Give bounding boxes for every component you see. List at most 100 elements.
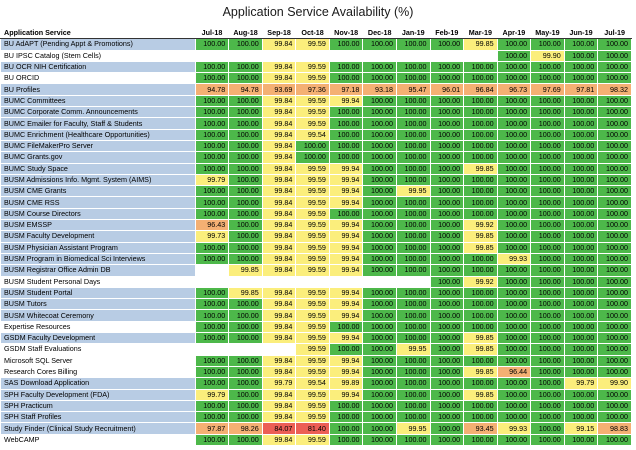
availability-cell: 100.00 — [429, 173, 465, 187]
availability-cell: 100.00 — [597, 60, 632, 74]
availability-cell: 100.00 — [429, 151, 465, 164]
availability-cell: 100.00 — [530, 151, 565, 164]
availability-cell: 99.84 — [261, 252, 297, 266]
table-row: BUSM EMSSP 96.43 100.00 99.84 99.59 99.94 100.… — [0, 219, 632, 232]
availability-cell: 100.00 — [362, 207, 397, 221]
availability-cell: 100.00 — [463, 399, 498, 413]
availability-cell: 100.00 — [362, 388, 397, 401]
availability-cell: 100.00 — [362, 354, 397, 367]
availability-cell: 100.00 — [362, 399, 397, 413]
availability-cell: 100.00 — [463, 309, 498, 322]
availability-cell: 99.84 — [261, 72, 297, 85]
availability-cell: 100.00 — [194, 94, 230, 108]
availability-cell: 100.00 — [530, 298, 565, 311]
availability-cell — [395, 275, 431, 288]
availability-cell: 99.94 — [328, 354, 364, 367]
availability-cell: 100.00 — [328, 139, 364, 153]
service-name-cell: SPH Staff Profiles — [0, 411, 196, 424]
availability-cell: 99.59 — [295, 72, 330, 85]
availability-cell: 100.00 — [496, 354, 532, 367]
availability-cell: 100.00 — [530, 94, 565, 108]
availability-cell: 99.93 — [496, 252, 532, 266]
availability-cell: 99.79 — [261, 377, 297, 390]
availability-cell: 100.00 — [194, 241, 230, 254]
availability-cell: 100.00 — [597, 94, 632, 108]
availability-cell: 100.00 — [530, 219, 565, 232]
table-row: BUSM Course Directors 100.00 100.00 99.84 99… — [0, 207, 632, 221]
table-row: BUSM Student Personal Days 100.00 99.92 100… — [0, 275, 632, 288]
availability-cell: 100.00 — [463, 173, 498, 187]
availability-cell: 100.00 — [429, 388, 465, 401]
availability-cell: 99.59 — [295, 173, 330, 187]
availability-cell: 100.00 — [463, 286, 498, 300]
availability-cell: 99.59 — [295, 433, 330, 446]
availability-cell: 99.79 — [563, 377, 599, 390]
table-row: BUSM Program in Biomedical Sci Interview… — [0, 252, 632, 266]
service-name-cell: BUSM Program in Biomedical Sci Interview… — [0, 252, 196, 266]
availability-cell: 100.00 — [362, 377, 397, 390]
availability-cell: 100.00 — [563, 128, 599, 141]
availability-cell: 100.00 — [362, 94, 397, 108]
availability-cell: 99.59 — [295, 343, 330, 356]
availability-cell: 100.00 — [530, 207, 565, 221]
availability-cell: 96.44 — [496, 365, 532, 379]
availability-cell: 100.00 — [194, 309, 230, 322]
availability-cell: 99.59 — [295, 320, 330, 334]
availability-cell: 99.59 — [295, 185, 330, 198]
availability-cell: 98.32 — [597, 83, 632, 96]
availability-cell: 99.84 — [261, 60, 297, 74]
availability-cell: 93.18 — [362, 83, 397, 96]
availability-cell: 100.00 — [597, 38, 632, 51]
availability-cell: 100.00 — [429, 117, 465, 130]
availability-cell: 100.00 — [563, 139, 599, 153]
service-name-cell: BUMC Grants.gov — [0, 151, 196, 164]
availability-cell: 100.00 — [362, 173, 397, 187]
availability-cell: 96.43 — [194, 219, 230, 232]
availability-cell: 100.00 — [429, 241, 465, 254]
availability-cell: 100.00 — [597, 230, 632, 243]
availability-cell: 100.00 — [228, 332, 263, 345]
service-name-cell: BUSM Tutors — [0, 298, 196, 311]
availability-cell: 100.00 — [395, 309, 431, 322]
service-name-cell: SAS Download Application — [0, 377, 196, 390]
availability-cell: 99.95 — [395, 422, 431, 435]
availability-cell: 99.79 — [194, 173, 230, 187]
availability-cell: 100.00 — [194, 286, 230, 300]
availability-cell: 100.00 — [194, 377, 230, 390]
availability-cell: 100.00 — [597, 49, 632, 62]
availability-cell: 99.84 — [261, 207, 297, 221]
availability-cell — [429, 49, 465, 62]
availability-cell: 100.00 — [395, 241, 431, 254]
availability-cell: 100.00 — [328, 320, 364, 334]
availability-cell: 100.00 — [496, 173, 532, 187]
availability-cell: 100.00 — [395, 252, 431, 266]
availability-cell: 100.00 — [530, 128, 565, 141]
table-row: BU AdAPT (Pending Appt & Promotions) 100.… — [0, 38, 632, 51]
availability-cell — [261, 275, 297, 288]
availability-cell: 100.00 — [496, 49, 532, 62]
availability-cell: 99.59 — [295, 106, 330, 119]
availability-cell: 100.00 — [496, 219, 532, 232]
month-header: Jul-19 — [597, 26, 632, 40]
availability-cell: 100.00 — [530, 411, 565, 424]
availability-cell: 100.00 — [228, 106, 263, 119]
availability-cell — [328, 275, 364, 288]
service-name-cell: BUMC FileMakerPro Server — [0, 139, 196, 153]
availability-cell: 100.00 — [530, 139, 565, 153]
availability-cell: 99.94 — [328, 264, 364, 277]
availability-cell: 100.00 — [328, 38, 364, 51]
availability-cell: 100.00 — [194, 139, 230, 153]
availability-cell: 100.00 — [496, 275, 532, 288]
availability-cell: 100.00 — [395, 354, 431, 367]
availability-cell: 100.00 — [228, 128, 263, 141]
availability-cell: 100.00 — [563, 286, 599, 300]
availability-cell: 100.00 — [328, 128, 364, 141]
availability-cell: 99.54 — [295, 377, 330, 390]
availability-cell: 100.00 — [395, 38, 431, 51]
availability-cell: 100.00 — [530, 72, 565, 85]
availability-cell: 100.00 — [228, 298, 263, 311]
availability-cell: 100.00 — [228, 388, 263, 401]
availability-cell: 100.00 — [194, 38, 230, 51]
availability-cell: 100.00 — [597, 117, 632, 130]
availability-cell: 99.95 — [395, 343, 431, 356]
